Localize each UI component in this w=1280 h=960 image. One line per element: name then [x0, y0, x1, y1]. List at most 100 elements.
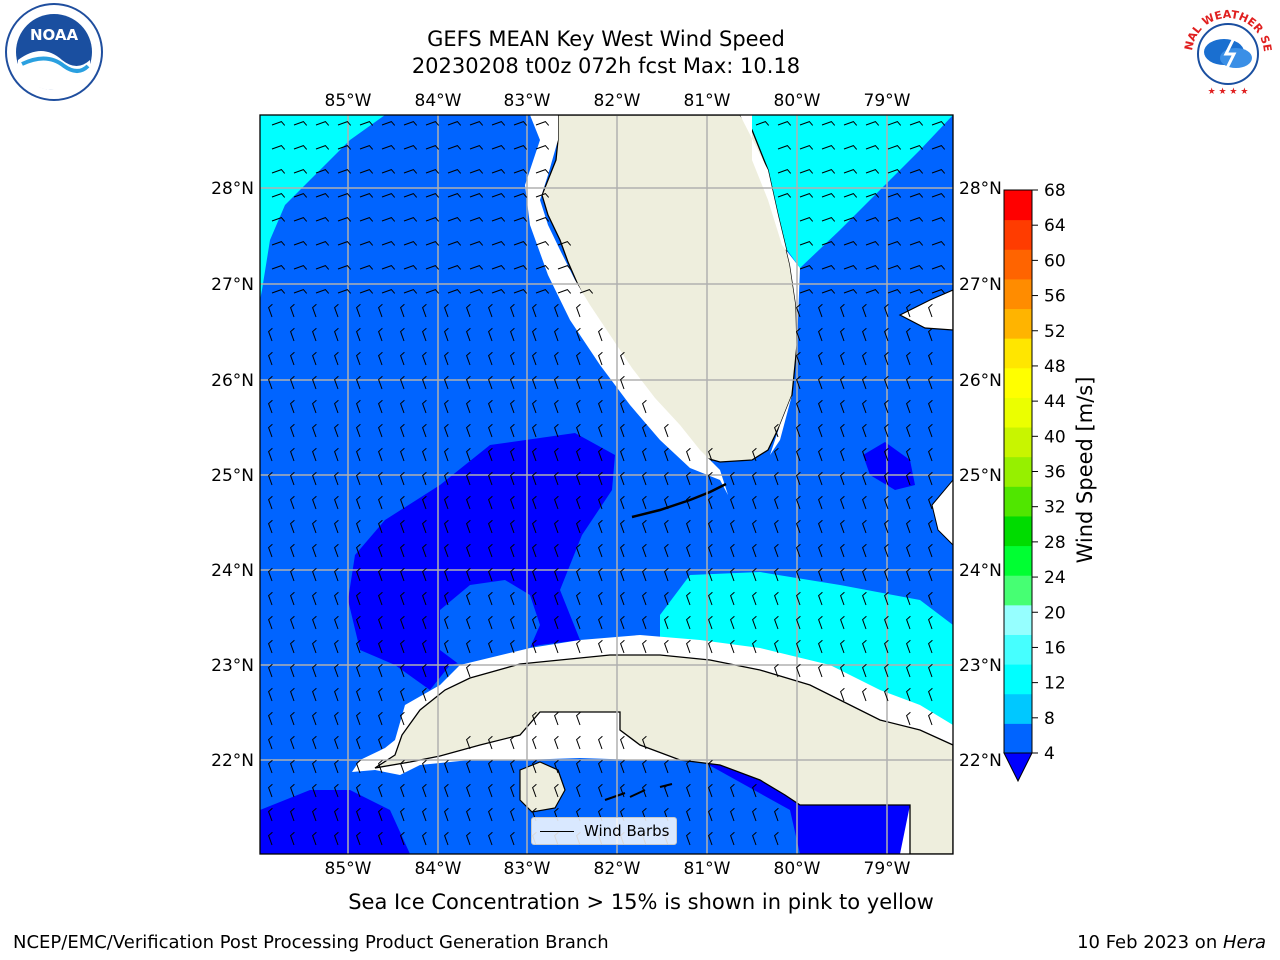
lat-label-right: 28°N [959, 179, 1002, 199]
florida-keys [631, 482, 727, 519]
colorbar-tick-label: 20 [1044, 603, 1066, 623]
colorbar-tick-label: 36 [1044, 463, 1066, 483]
lat-label-left: 22°N [211, 751, 254, 771]
lat-label-left: 25°N [211, 466, 254, 486]
lat-label-right: 26°N [959, 371, 1002, 391]
wind-zone-blue-central [348, 433, 615, 690]
colorbar-segment [1004, 486, 1032, 517]
colorbar-tick-label: 64 [1044, 216, 1066, 236]
colorbar-tick-label: 28 [1044, 533, 1066, 553]
graticule [260, 115, 953, 854]
colorbar [1003, 189, 1033, 783]
map-title: GEFS MEAN Key West Wind Speed [427, 27, 785, 51]
colorbar-tick-label: 40 [1044, 427, 1066, 447]
colorbar-tick-label: 44 [1044, 392, 1066, 412]
colorbar-segment [1004, 545, 1032, 576]
colorbar-segment [1004, 427, 1032, 458]
lat-label-right: 23°N [959, 656, 1002, 676]
colorbar-segment [1004, 723, 1032, 754]
map-frame [259, 114, 954, 855]
noaa-logo: NOAA [5, 3, 103, 101]
lat-label-right: 25°N [959, 466, 1002, 486]
lat-label-right: 22°N [959, 751, 1002, 771]
lon-label-top: 84°W [415, 91, 462, 111]
colorbar-tick-label: 4 [1044, 744, 1055, 764]
credit-branch: NCEP/EMC/Verification Post Processing Pr… [13, 932, 609, 953]
lat-label-left: 26°N [211, 371, 254, 391]
wind-zone-cyan-nw [260, 115, 385, 300]
colorbar-tick-label: 16 [1044, 638, 1066, 658]
lat-label-left: 27°N [211, 275, 254, 295]
lat-label-right: 24°N [959, 561, 1002, 581]
lat-label-left: 23°N [211, 656, 254, 676]
colorbar-under-arrow [1003, 752, 1033, 783]
colorbar-tick-label: 56 [1044, 287, 1066, 307]
wind-barbs [268, 121, 946, 846]
colorbar-tick-label: 60 [1044, 251, 1066, 271]
colorbar-segment [1004, 249, 1032, 280]
lon-label-bottom: 79°W [864, 859, 911, 879]
wind-zone-blue-south [700, 760, 910, 854]
colorbar-segment [1004, 190, 1032, 221]
colorbar-segment [1004, 456, 1032, 487]
andros-island [931, 479, 953, 546]
colorbar-tick-label: 48 [1044, 357, 1066, 377]
lat-label-right: 27°N [959, 275, 1002, 295]
wind-barbs-legend: Wind Barbs [531, 817, 677, 845]
credit-date: 10 Feb 2023 on Hera [1077, 932, 1266, 953]
lon-label-top: 81°W [684, 91, 731, 111]
colorbar-tick-label: 8 [1044, 709, 1055, 729]
lon-label-top: 80°W [774, 91, 821, 111]
lon-label-top: 82°W [594, 91, 641, 111]
lat-label-left: 28°N [211, 179, 254, 199]
isle-of-youth [519, 761, 566, 813]
colorbar-ticks: 68 64 60 56 52 48 44 40 36 32 28 24 20 16 12 8 4 [1032, 181, 1066, 764]
credit-date-text: 10 Feb 2023 on [1077, 932, 1223, 953]
forecast-subtitle: 20230208 t00z 072h fcst Max: 10.18 [411, 54, 801, 78]
colorbar-tick-label: 52 [1044, 322, 1066, 342]
nws-logo-stars: ★ ★ ★ ★ [1208, 87, 1249, 97]
nws-logo: NATIONAL WEATHER SERVICE ★ ★ ★ ★ [1178, 2, 1274, 97]
lon-label-bottom: 81°W [684, 859, 731, 879]
colorbar-segment [1004, 693, 1032, 724]
florida-shelf [525, 115, 728, 495]
lon-label-top: 85°W [325, 91, 372, 111]
colorbar-tick-label: 12 [1044, 674, 1066, 694]
colorbar-segment [1004, 367, 1032, 398]
cayos-south-cuba [604, 783, 673, 801]
wind-zone-cyan-ne [752, 115, 953, 268]
cuba-land [374, 654, 953, 854]
wind-zone-blue-bahamas [863, 442, 915, 490]
lon-label-bottom: 85°W [325, 859, 372, 879]
colorbar-segment [1004, 308, 1032, 339]
wind-zone-blue-sw [260, 790, 410, 854]
colorbar-segment [1004, 604, 1032, 635]
colorbar-tick-label: 68 [1044, 181, 1066, 201]
colorbar-segment [1004, 515, 1032, 547]
lon-label-bottom: 82°W [594, 859, 641, 879]
colorbar-tick-label: 24 [1044, 568, 1066, 588]
colorbar-segment [1004, 278, 1032, 310]
lon-label-top: 79°W [864, 91, 911, 111]
lat-label-left: 24°N [211, 561, 254, 581]
colorbar-segment [1004, 634, 1032, 665]
lon-label-top: 83°W [504, 91, 551, 111]
credit-host: Hera [1222, 932, 1266, 953]
legend-label: Wind Barbs [584, 822, 670, 840]
colorbar-tick-label: 32 [1044, 498, 1066, 518]
legend-line-swatch [540, 830, 574, 832]
colorbar-segment [1004, 338, 1032, 369]
colorbar-segment [1004, 397, 1032, 428]
lon-label-bottom: 83°W [504, 859, 551, 879]
colorbar-segment [1004, 664, 1032, 695]
noaa-logo-text: NOAA [30, 26, 79, 44]
colorbar-segment [1004, 219, 1032, 250]
colorbar-segment [1004, 575, 1032, 606]
lon-label-bottom: 84°W [415, 859, 462, 879]
wind-barb-field [268, 121, 946, 846]
florida-east-shelf [740, 115, 800, 455]
lon-label-bottom: 80°W [774, 859, 821, 879]
sea-ice-note: Sea Ice Concentration > 15% is shown in … [348, 890, 934, 914]
colorbar-title: Wind Speed [m/s] [1073, 376, 1097, 564]
